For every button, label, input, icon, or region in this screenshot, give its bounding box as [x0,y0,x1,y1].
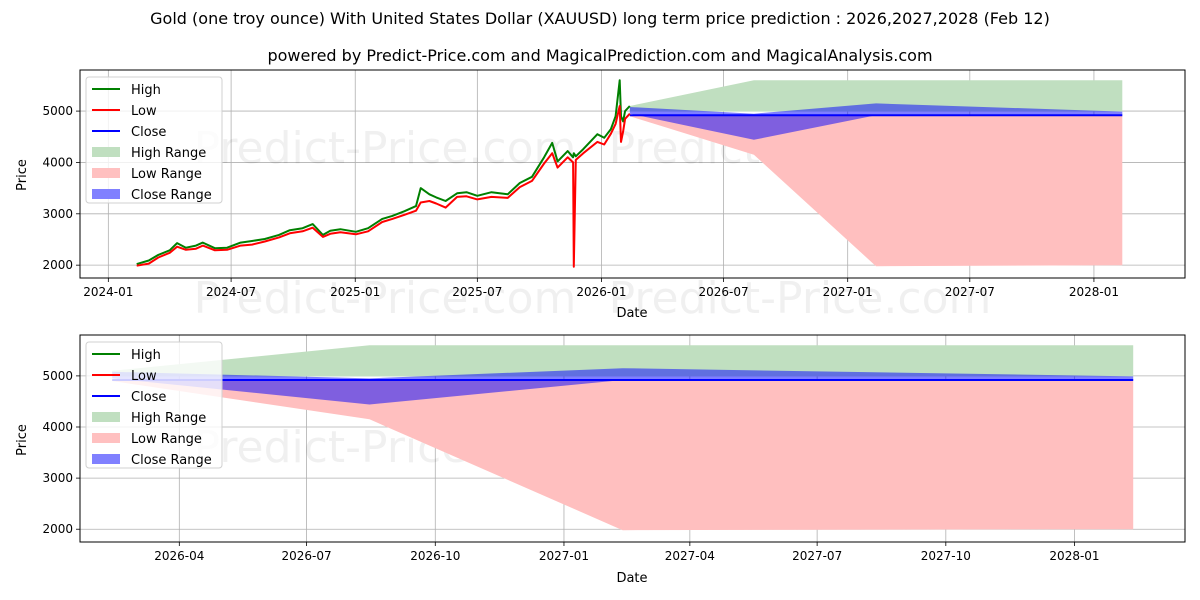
top-forecast-ranges [629,80,1123,267]
y-tick-label: 5000 [42,104,73,118]
x-tick-label: 2026-04 [154,549,204,563]
x-tick-label: 2026-10 [410,549,460,563]
legend-swatch-high-range [92,147,120,157]
x-tick-label: 2026-07 [699,285,749,299]
x-tick-label: 2025-01 [330,285,380,299]
bottom-y-axis: 2000 3000 4000 5000 [42,369,80,536]
top-y-axis: 2000 3000 4000 5000 [42,104,80,272]
legend-label: Close [131,390,166,405]
y-tick-label: 3000 [42,471,73,485]
legend-swatch-close-range [92,189,120,199]
legend-label: High [131,83,161,98]
legend-swatch-close-range [92,454,120,464]
x-tick-label: 2027-01 [823,285,873,299]
close-range-band [629,103,1123,140]
x-tick-label: 2025-07 [452,285,502,299]
x-tick-label: 2027-10 [921,549,971,563]
legend-swatch-high-range [92,412,120,422]
x-tick-label: 2024-07 [206,285,256,299]
legend-label: Close Range [131,188,212,203]
chart-subtitle: powered by Predict-Price.com and Magical… [267,46,933,65]
legend-swatch-low-range [92,168,120,178]
bottom-x-axis-label: Date [616,571,647,586]
watermark-text: Predict-Price.com [194,273,577,324]
legend-label: High Range [131,146,206,161]
bottom-legend: High Low Close High Range Low Range Close Ran… [85,341,223,469]
legend-label: Low [131,369,157,384]
low-line [136,105,631,268]
bottom-y-axis-label: Price [15,424,30,456]
x-tick-label: 2027-01 [539,549,589,563]
x-tick-label: 2026-01 [576,285,626,299]
x-tick-label: 2027-07 [945,285,995,299]
legend-label: High [131,348,161,363]
top-y-axis-label: Price [15,159,30,191]
legend-label: Low Range [131,432,202,447]
x-tick-label: 2026-07 [282,549,332,563]
low-range-band [112,380,1134,531]
legend-swatch-low-range [92,433,120,443]
x-tick-label: 2027-04 [665,549,715,563]
low-range-band [629,115,1123,267]
top-axes-frame [79,69,1186,279]
top-price-lines [136,79,631,268]
top-x-axis: 2024-01 2024-07 2025-01 2025-07 2026-01 2026-… [83,278,1119,299]
y-tick-label: 2000 [42,522,73,536]
x-tick-label: 2024-01 [83,285,133,299]
top-legend: High Low Close High Range Low Range Close Ran… [85,76,223,204]
legend-label: Close [131,125,166,140]
legend-label: Close Range [131,453,212,468]
bottom-forecast-ranges [112,345,1134,531]
watermark-text: Predict-Price.com [194,123,577,174]
top-plot: Predict-Price.com Predict-Price.com Predic… [15,69,1186,324]
y-tick-label: 2000 [42,258,73,272]
top-x-axis-label: Date [616,306,647,321]
high-range-band [112,345,1134,377]
watermark-text: Predict-Price.com [609,273,992,324]
high-range-band [629,80,1123,112]
y-tick-label: 4000 [42,420,73,434]
legend-label: Low Range [131,167,202,182]
chart-title: Gold (one troy ounce) With United States… [150,9,1050,28]
x-tick-label: 2028-01 [1049,549,1099,563]
y-tick-label: 4000 [42,155,73,169]
x-tick-label: 2027-07 [792,549,842,563]
high-line [136,79,631,266]
y-tick-label: 3000 [42,207,73,221]
legend-label: Low [131,104,157,119]
legend-label: High Range [131,411,206,426]
close-range-band [112,368,1134,405]
bottom-x-axis: 2026-04 2026-07 2026-10 2027-01 2027-04 2027-… [154,542,1100,563]
y-tick-label: 5000 [42,369,73,383]
x-tick-label: 2028-01 [1069,285,1119,299]
bottom-axes-frame [79,334,1186,543]
